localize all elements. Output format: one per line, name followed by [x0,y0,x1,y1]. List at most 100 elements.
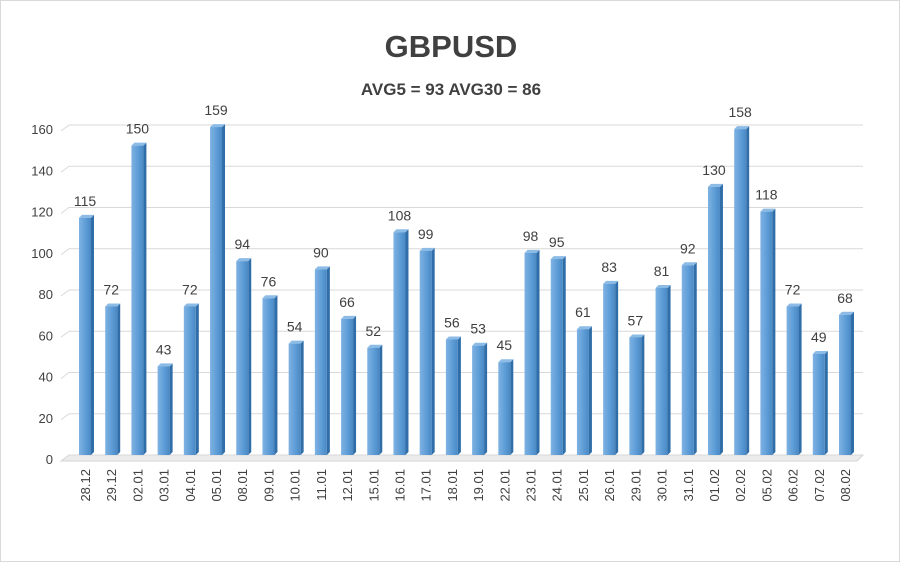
bar-top [157,363,173,367]
bar-side [641,334,645,455]
bar [576,329,589,455]
x-tick-label: 11.01 [314,469,329,501]
data-label: 81 [654,263,670,279]
bar-top [236,258,252,262]
bar [79,217,91,455]
bar-top [629,334,645,338]
bar-side [117,303,121,455]
bar [760,211,773,455]
bar-top [550,256,566,260]
data-label: 57 [628,312,644,328]
bar-side [510,359,514,455]
bar-top [812,350,828,354]
bar [734,129,747,455]
bar [498,362,511,455]
bar [236,261,249,455]
bar-side [798,303,802,455]
bar [603,283,616,455]
bar-side [588,326,592,455]
bar-top [393,229,409,233]
data-label: 72 [785,282,801,298]
bar-top [655,284,671,288]
y-tick-label: 40 [39,370,53,385]
bar-top [760,208,776,212]
x-tick-label: 22.01 [497,469,512,502]
bar-top [79,214,94,218]
bar-side [169,363,173,455]
data-label: 72 [103,282,119,298]
bar-top [105,303,121,307]
bar-top [734,126,750,130]
y-tick-label: 60 [39,328,53,343]
chart-subtitle: AVG5 = 93 AVG30 = 86 [360,80,542,99]
x-tick-label: 04.01 [183,469,198,502]
bar-side [851,311,854,455]
x-tick-label: 17.01 [419,469,434,502]
x-tick-label: 02.02 [733,469,748,502]
x-tick-label: 31.01 [681,469,696,502]
x-tick-label: 23.01 [524,469,539,502]
data-label: 61 [575,304,591,320]
gridline-depth [60,165,70,173]
bar-side [562,256,566,455]
bar-top [341,315,357,319]
bar-side [615,280,619,455]
bar [367,347,380,455]
bar-side [536,249,540,455]
data-label: 56 [444,315,460,331]
bar-side [353,315,357,455]
y-tick-label: 120 [31,205,53,220]
x-tick-label: 29.12 [104,469,119,502]
data-label: 49 [811,329,827,345]
bar [472,345,485,455]
bar-top [576,326,592,330]
x-tick-label: 09.01 [261,469,276,502]
data-label: 72 [182,282,198,298]
bar-top [183,303,199,307]
bar-top [262,295,278,299]
x-tick-label: 08.02 [838,469,853,502]
bar-side [248,258,252,455]
bar-side [222,124,226,455]
data-label: 52 [365,323,381,339]
data-label: 159 [204,102,228,118]
bar [707,186,720,455]
bar-side [300,340,304,455]
x-tick-label: 28.12 [78,469,93,502]
x-tick-label: 19.01 [471,469,486,502]
x-tick-label: 05.02 [759,469,774,502]
x-tick-label: 30.01 [655,469,670,502]
gridline-depth [60,330,70,338]
data-label: 66 [339,294,355,310]
bar [839,314,851,455]
bar [210,127,223,455]
bar-side [457,336,461,455]
chart-title: GBPUSD [384,29,518,64]
gridline-depth [60,124,70,132]
bar [419,250,432,455]
x-tick-label: 08.01 [235,469,250,502]
bar-side [143,142,147,455]
bar [812,353,825,455]
gridline-depth [60,372,70,379]
gridline-depth [60,289,70,297]
x-tick-label: 29.01 [628,469,643,502]
bar-side [405,229,409,455]
data-label: 99 [418,226,434,242]
bar [786,306,799,455]
y-tick-label: 0 [46,452,53,467]
bar-side [91,214,94,455]
data-label: 94 [234,236,250,252]
bar-side [772,208,776,455]
bar-top [131,142,147,146]
x-tick-label: 12.01 [340,469,355,502]
bar-top [786,303,802,307]
x-tick-label: 03.01 [157,469,172,502]
x-tick-label: 16.01 [392,469,407,502]
x-tick-label: 07.02 [812,469,827,502]
bar-side [693,262,697,455]
x-tick-label: 26.01 [602,469,617,502]
bar-top [445,336,461,340]
